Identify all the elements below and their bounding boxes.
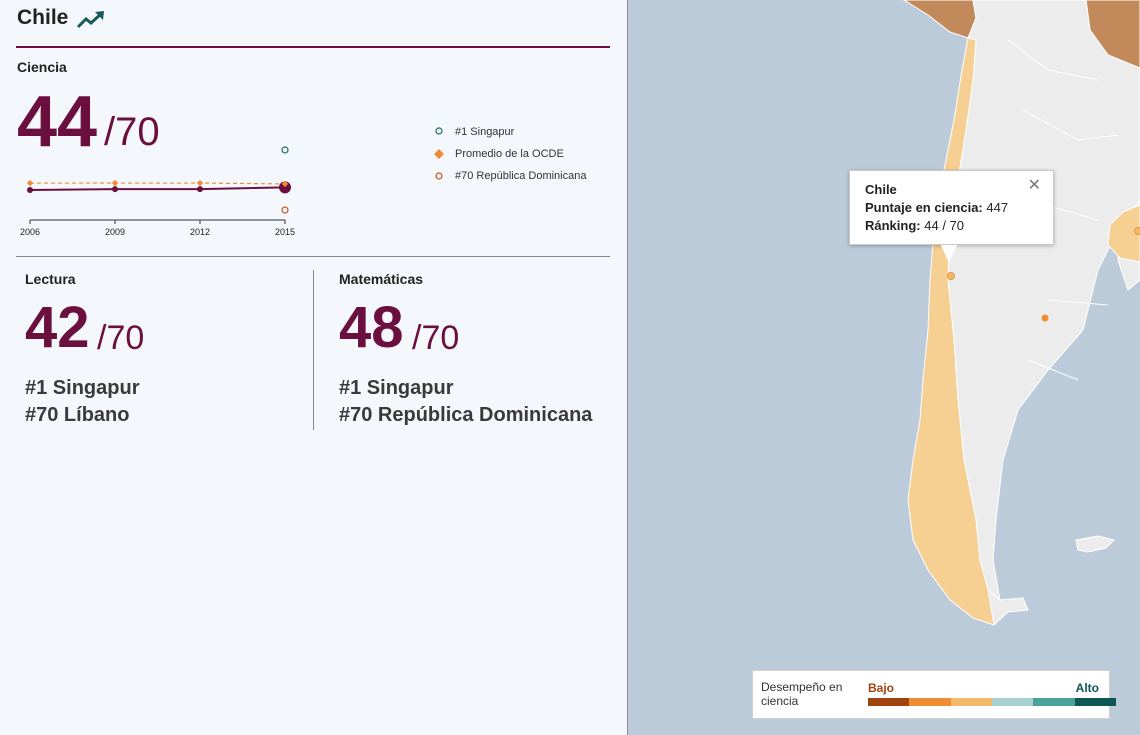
map-legend-high: Alto [1075,681,1099,695]
math-top-country: #1 Singapur [339,377,454,399]
oecd-average-point [111,179,119,187]
title-divider [16,46,610,48]
legend-color-step [868,698,910,706]
math-total: /70 [412,319,460,357]
reading-label: Lectura [25,271,76,287]
legend-color-step [1074,698,1116,706]
section-divider [16,256,610,257]
map-marker-east[interactable] [1134,227,1140,235]
chile-rank-point [197,186,203,193]
chile-rank-line [29,186,286,191]
bottom-country-marker [281,206,289,214]
legend-marker-top [435,127,443,135]
legend-color-step [1033,698,1075,706]
map-region-falklands[interactable] [1075,535,1115,553]
legend-marker-oecd [434,149,444,159]
legend-color-step [909,698,951,706]
column-divider [313,270,314,430]
panel-divider [627,0,628,735]
country-detail-panel: Chile Ciencia 44 /70 2006 2009 2012 2015 #1… [16,6,610,430]
map-region-peru[interactable] [903,0,977,39]
math-bottom-country: #70 República Dominicana [339,404,593,426]
tooltip-pointer [941,245,957,263]
science-rank: 44 [17,82,98,162]
tooltip-rank-value: 44 / 70 [924,218,965,233]
reading-rank: 42 [25,295,90,360]
x-tick-label: 2006 [20,227,40,237]
tooltip-score-row: Puntaje en ciencia: 447 [865,199,1038,217]
tooltip-title: Chile [865,182,897,197]
close-icon[interactable]: ✕ [1027,177,1041,194]
reading-top-country: #1 Singapur [25,377,140,399]
chart-legend-markers [434,127,444,180]
map-legend-label: Desempeño en ciencia [761,680,843,708]
science-rank-chart: 2006 2009 2012 2015 [20,146,295,237]
reading-bottom-country: #70 Líbano [25,404,130,426]
map-legend-low: Bajo [868,681,895,695]
map-view[interactable]: Chile Puntaje en ciencia: 447 Ránking: 4… [628,0,1140,735]
legend-color-step [991,698,1034,706]
map-border-lines [1007,39,1119,381]
country-title: Chile [17,6,69,29]
tooltip-rank-label: Ránking: [865,218,921,233]
country-tooltip: Chile Puntaje en ciencia: 447 Ránking: 4… [849,170,1054,245]
map-region-east[interactable] [1107,204,1140,263]
legend-label-top: #1 Singapur [455,126,515,138]
top-country-marker [281,146,289,154]
trending-up-icon [76,11,104,29]
x-tick-label: 2009 [105,227,125,237]
oecd-average-point [26,179,34,187]
legend-color-step [950,698,992,706]
oecd-average-line [30,182,286,185]
map-legend-color-scale [868,698,1116,706]
science-total: /70 [104,110,160,154]
legend-marker-bottom [435,172,443,180]
math-label: Matemáticas [339,271,424,287]
map-region-argentina[interactable] [947,0,1140,602]
map-legend: Desempeño en ciencia Bajo Alto [752,670,1116,719]
science-label: Ciencia [17,59,67,75]
reading-total: /70 [97,319,145,357]
oecd-average-point [196,179,204,187]
map-marker-buenos-aires[interactable] [1041,314,1049,322]
chile-rank-point [27,187,33,193]
chile-rank-point [112,186,118,193]
map-region-tierra-del-fuego[interactable] [987,588,1029,626]
legend-label-bottom: #70 República Dominicana [455,170,587,182]
x-tick-label: 2015 [275,227,295,237]
map-canvas[interactable] [628,0,1140,735]
x-tick-label: 2012 [190,227,210,237]
tooltip-score-value: 447 [986,200,1009,215]
legend-label-oecd: Promedio de la OCDE [455,148,564,160]
tooltip-score-label: Puntaje en ciencia: [865,200,983,215]
oecd-average-point [281,180,289,188]
math-rank: 48 [339,295,404,360]
map-marker-santiago[interactable] [947,272,955,280]
tooltip-rank-row: Ránking: 44 / 70 [865,217,1038,235]
